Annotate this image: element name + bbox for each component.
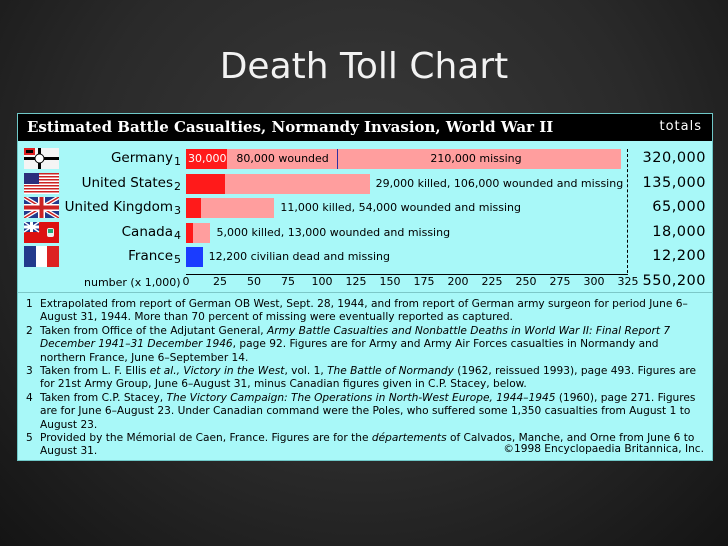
category-label: Canada4 [122, 224, 181, 242]
scale-guide-line [627, 149, 628, 273]
footnote-text: départements [371, 432, 447, 445]
category-total: 320,000 [642, 150, 706, 166]
footnote-text: Taken from L. F. Ellis [40, 365, 150, 378]
footnote-text: Taken from C.P. Stacey, [40, 391, 167, 404]
x-tick-label: 0 [182, 275, 190, 288]
footnote: 2 Taken from Office of the Adjutant Gener… [26, 325, 706, 365]
footnote-marker: 2 [174, 180, 181, 193]
us-flag-icon [24, 173, 59, 194]
footnote-text: of Calvados, Manche, and Orne from June … [40, 432, 695, 458]
footnote-number: 4 [26, 391, 33, 404]
x-tick-label: 75 [281, 275, 295, 288]
country-name: Germany [110, 150, 173, 166]
bar-segment [226, 149, 336, 169]
data-label: 30,000 [188, 152, 227, 165]
bar-segment [225, 174, 370, 194]
german-war-flag-icon [24, 148, 59, 169]
canada-red-ensign-icon [23, 221, 59, 243]
bar-segment [186, 149, 227, 169]
x-tick-label: 50 [247, 275, 261, 288]
x-tick-label: 300 [583, 275, 605, 288]
footnote-text: (1962, reissued 1993), page 493. Figures… [40, 365, 697, 391]
bar-segment [186, 247, 203, 267]
bar-segment [186, 174, 226, 194]
country-name: United States [81, 175, 173, 191]
x-tick-label: 325 [617, 275, 639, 288]
bar-segment [335, 149, 622, 169]
footnote-text: Army Battle Casualties and Nonbattle Dea… [40, 324, 671, 351]
footnote-number: 3 [26, 365, 33, 378]
data-label: 210,000 missing [430, 152, 522, 165]
footnote-text: Provided by the Mémorial de Caen, France… [40, 432, 372, 445]
footnote-text: , page 92. Figures are for Army and Army… [40, 338, 659, 364]
bar-segment [192, 223, 211, 243]
footnote-number: 5 [26, 432, 33, 445]
footnote-text: et al., Victory in the West [149, 365, 285, 378]
bar-segment [200, 198, 275, 218]
x-tick-label: 25 [213, 275, 227, 288]
footnote: 3 Taken from L. F. Ellis et al., Victory … [26, 365, 706, 392]
data-label: 12,200 civilian dead and missing [208, 250, 390, 263]
x-axis-label: number (x 1,000) [84, 276, 181, 289]
footnote-marker: 1 [174, 155, 181, 168]
category-label: United States2 [82, 175, 181, 193]
category-label: Germany1 [111, 150, 181, 168]
france-flag-icon [24, 246, 59, 267]
x-tick-label: 100 [311, 275, 333, 288]
country-name: Canada [121, 224, 173, 240]
x-tick-label: 250 [515, 275, 537, 288]
footnote-text: Extrapolated from report of German OB We… [40, 298, 688, 324]
category-total: 12,200 [652, 248, 706, 264]
footnote-text: (1960), page 271. Figures are for June 6… [40, 391, 696, 431]
footnote: 1 Extrapolated from report of German OB W… [26, 298, 706, 325]
footnotes: 1 Extrapolated from report of German OB W… [26, 298, 706, 459]
total-guide-line [337, 149, 338, 169]
x-axis-line [186, 274, 628, 275]
footnote-text: The Battle of Normandy [327, 365, 454, 378]
chart-title: Estimated Battle Casualties, Normandy In… [27, 118, 554, 136]
data-label: 5,000 killed, 13,000 wounded and missing [216, 226, 451, 239]
data-label: 11,000 killed, 54,000 wounded and missin… [280, 201, 521, 214]
bar-segment [186, 198, 201, 218]
copyright-credit: ©1998 Encyclopaedia Britannica, Inc. [503, 443, 704, 455]
country-name: United Kingdom [64, 199, 173, 215]
slide-title: Death Toll Chart [219, 46, 509, 87]
category-label: France5 [128, 248, 181, 266]
footnote-text: Taken from Office of the Adjutant Genera… [40, 324, 268, 337]
bar-segment [186, 223, 193, 243]
grand-total: 550,200 [642, 273, 706, 289]
totals-header: totals [659, 119, 702, 134]
footnote: 5 Provided by the Mémorial de Caen, Franc… [26, 432, 706, 459]
footnote-text: , vol. 1, [284, 365, 328, 378]
chart-header: Estimated Battle Casualties, Normandy In… [18, 114, 712, 141]
x-tick-label: 125 [345, 275, 367, 288]
x-tick-label: 200 [447, 275, 469, 288]
chart-panel: Estimated Battle Casualties, Normandy In… [17, 113, 713, 461]
footnote-marker: 4 [174, 229, 181, 242]
x-tick-label: 275 [549, 275, 571, 288]
footnote-number: 2 [26, 324, 33, 337]
uk-flag-icon [22, 195, 61, 220]
footnote-number: 1 [26, 298, 33, 310]
data-label: 29,000 killed, 106,000 wounded and missi… [375, 177, 624, 190]
x-tick-label: 150 [379, 275, 401, 288]
country-name: France [128, 248, 173, 264]
category-label: United Kingdom3 [65, 199, 181, 217]
x-tick-label: 225 [481, 275, 503, 288]
footnote-marker: 5 [174, 253, 181, 266]
data-label: 80,000 wounded [236, 152, 329, 165]
footnote: 4 Taken from C.P. Stacey, The Victory Cam… [26, 392, 706, 432]
notes-divider [18, 292, 712, 293]
footnote-marker: 3 [174, 204, 181, 217]
x-tick-label: 175 [413, 275, 435, 288]
category-total: 65,000 [652, 199, 706, 215]
category-total: 18,000 [652, 224, 706, 240]
footnote-text: The Victory Campaign: The Operations in … [166, 391, 556, 404]
category-total: 135,000 [642, 175, 706, 191]
